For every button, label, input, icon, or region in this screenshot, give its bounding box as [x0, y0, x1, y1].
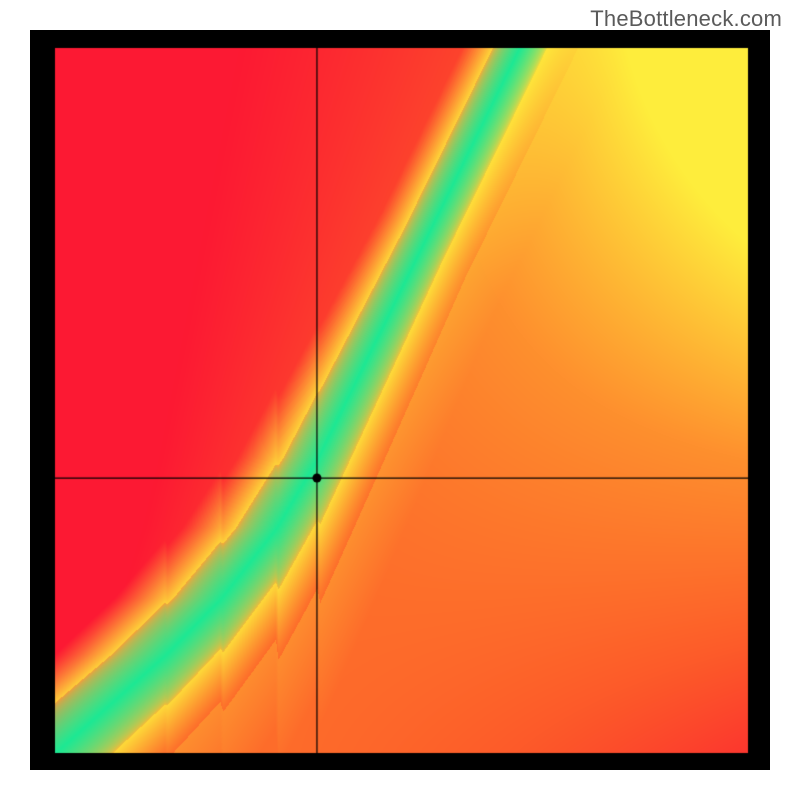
watermark-text: TheBottleneck.com — [590, 6, 782, 32]
plot-frame — [30, 30, 770, 770]
chart-container: TheBottleneck.com — [0, 0, 800, 800]
heatmap-canvas — [30, 30, 770, 770]
